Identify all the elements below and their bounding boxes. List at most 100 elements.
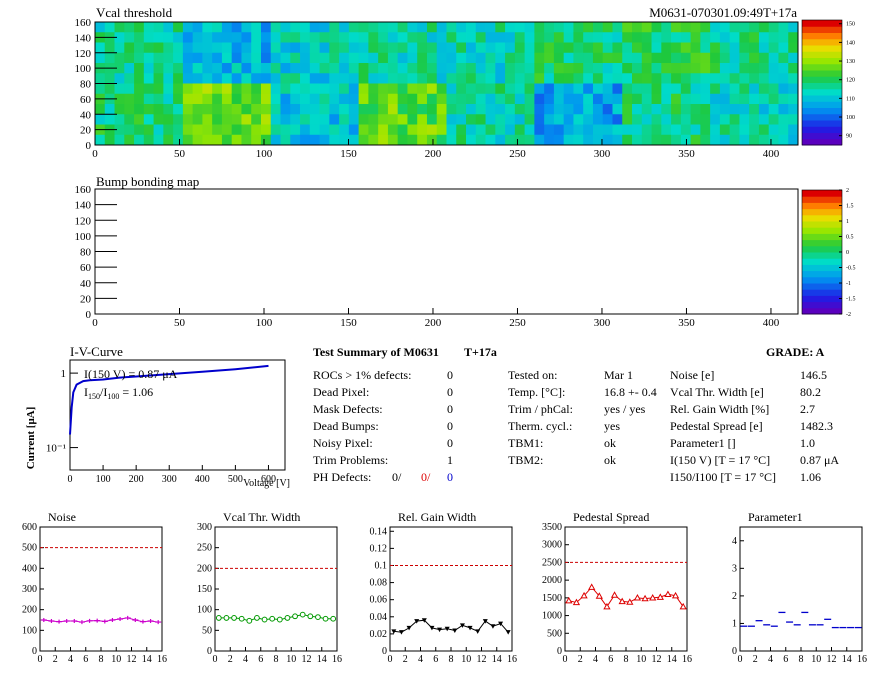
heatmap-cell — [387, 83, 399, 95]
heatmap-cell — [387, 134, 399, 146]
heatmap-cell — [622, 42, 633, 54]
heatmap-cell — [260, 42, 272, 54]
x-tick-label: 12 — [127, 654, 137, 665]
heatmap-cell — [553, 124, 565, 136]
heatmap-cell — [602, 73, 613, 84]
x-tick-label: 2 — [228, 654, 233, 665]
heatmap-cell — [182, 124, 194, 136]
heatmap-cell — [710, 52, 721, 64]
heatmap-cell — [153, 124, 164, 136]
y-tick-label: 100 — [75, 231, 92, 243]
heatmap-cell — [485, 52, 496, 64]
heatmap-cell — [602, 32, 613, 43]
heatmap-cell — [417, 52, 428, 64]
data-point — [139, 619, 146, 624]
heatmap-cell — [368, 83, 379, 95]
heatmap-cell — [163, 114, 174, 125]
iv-x-tick-label: 200 — [129, 474, 144, 485]
heatmap-cell — [583, 134, 594, 146]
data-point — [398, 630, 404, 635]
heatmap-cell — [524, 134, 535, 146]
heatmap-cell — [348, 63, 360, 74]
heatmap-cell — [436, 52, 447, 64]
heatmap-cell — [143, 104, 154, 115]
x-tick-label: 12 — [652, 654, 662, 665]
x-tick-label: 2 — [578, 654, 583, 665]
heatmap-cell — [612, 63, 623, 74]
data-point — [421, 618, 427, 623]
heatmap-cell — [719, 114, 731, 125]
heatmap-cell — [270, 83, 281, 95]
condition-value: ok — [604, 436, 616, 450]
y-tick-label: 200 — [22, 605, 37, 616]
heatmap-cell — [153, 83, 164, 95]
heatmap-cell — [368, 22, 379, 33]
heatmap-cell — [475, 104, 486, 115]
heatmap-cell — [270, 114, 281, 125]
x-tick-label: 10 — [636, 654, 646, 665]
heatmap-cell — [339, 93, 350, 105]
heatmap-cell — [602, 93, 613, 105]
data-point — [292, 613, 298, 620]
heatmap-cell — [309, 42, 320, 54]
y-tick-label: 0.04 — [370, 612, 388, 623]
heatmap-cell — [348, 104, 360, 115]
heatmap-cell — [651, 73, 662, 84]
heatmap-cell — [153, 134, 164, 146]
heatmap-cell — [514, 63, 526, 74]
colorbar-cell — [802, 95, 842, 102]
x-tick-label: 50 — [174, 148, 186, 160]
heatmap-cell — [134, 124, 145, 136]
heatmap-cell — [280, 42, 291, 54]
heatmap-cell — [641, 124, 652, 136]
heatmap-cell — [163, 124, 174, 136]
heatmap-cell — [417, 124, 428, 136]
heatmap-cell — [348, 32, 360, 43]
heatmap-cell — [95, 114, 106, 125]
heatmap-cell — [632, 52, 643, 64]
heatmap-cell — [700, 32, 711, 43]
heatmap-cell — [739, 114, 750, 125]
heatmap-cell — [671, 93, 682, 105]
heatmap-cell — [378, 83, 389, 95]
heatmap-cell — [436, 63, 447, 74]
heatmap-cell — [309, 83, 320, 95]
heatmap-cell — [153, 104, 164, 115]
heatmap-cell — [495, 42, 506, 54]
heatmap-cell — [329, 114, 340, 125]
heatmap-cell — [251, 32, 262, 43]
heatmap-cell — [173, 22, 184, 33]
heatmap-cell — [602, 63, 613, 74]
heatmap-cell — [719, 42, 731, 54]
heatmap-cell — [212, 52, 223, 64]
y-tick-label: 300 — [22, 584, 37, 595]
heatmap-cell — [553, 114, 565, 125]
heatmap-cell — [290, 32, 301, 43]
x-tick-label: 16 — [507, 654, 517, 665]
y-tick-label: 2000 — [542, 575, 562, 586]
heatmap-cell — [300, 42, 311, 54]
heatmap-cell — [192, 114, 203, 125]
vcal-threshold-panel: Vcal threshold M0631-070301.09:49T+17a 0… — [0, 0, 896, 170]
heatmap-cell — [622, 124, 633, 136]
plot-frame — [94, 188, 799, 315]
heatmap-cell — [358, 63, 369, 74]
x-tick-label: 8 — [624, 654, 629, 665]
heatmap-cell — [358, 93, 369, 105]
heatmap-cell — [544, 32, 555, 43]
x-tick-label: 10 — [286, 654, 296, 665]
test-summary: Test Summary of M0631 T+17a GRADE: A ROC… — [310, 340, 896, 490]
x-tick-label: 6 — [608, 654, 613, 665]
heatmap-cell — [778, 63, 789, 74]
heatmap-cell — [700, 124, 711, 136]
x-tick-label: 8 — [449, 654, 454, 665]
heatmap-cell — [553, 63, 565, 74]
data-point — [78, 620, 85, 625]
heatmap-cell — [173, 73, 184, 84]
heatmap-cell — [661, 83, 672, 95]
heatmap-cell — [309, 52, 320, 64]
heatmap-cell — [319, 124, 330, 136]
ph-defects-v3: 0 — [447, 470, 453, 484]
colorbar-cell — [802, 38, 842, 46]
